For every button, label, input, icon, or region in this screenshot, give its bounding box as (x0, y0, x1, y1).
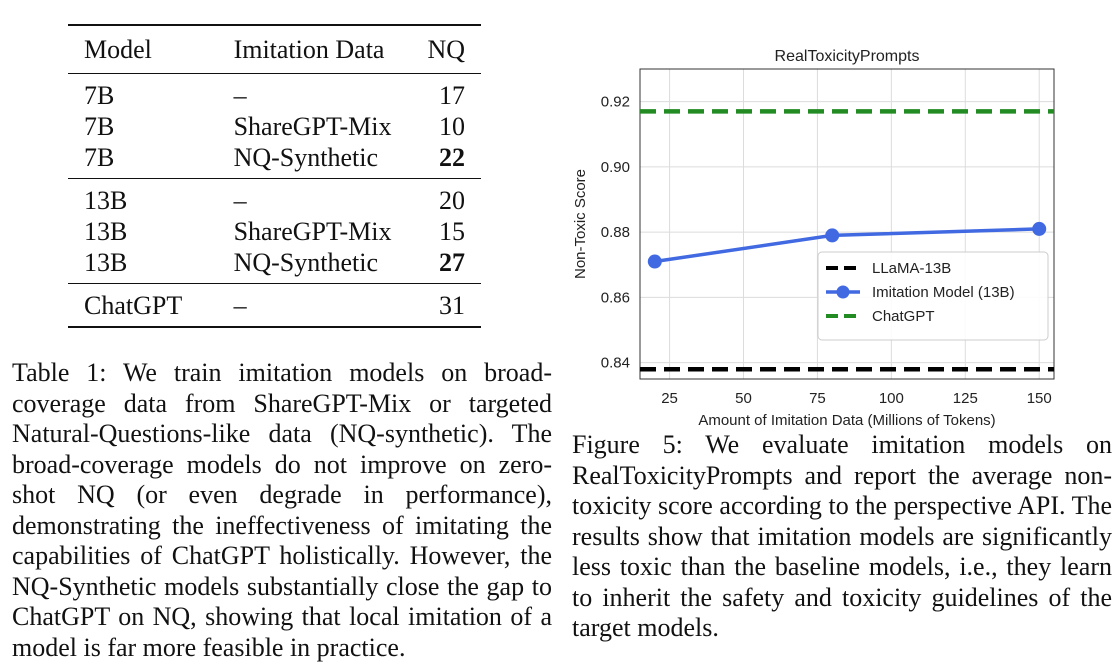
cell-nq: 17 (439, 81, 465, 110)
table-group: ChatGPT – 31 (68, 284, 481, 328)
x-axis-label: Amount of Imitation Data (Millions of To… (698, 412, 995, 429)
cell-nq: 15 (439, 217, 465, 246)
cell-nq: 10 (439, 112, 465, 141)
y-tick-label: 0.92 (601, 94, 630, 111)
legend-marker (836, 285, 850, 299)
legend-box (817, 251, 1049, 341)
cell-model: 13B (84, 248, 128, 277)
cell-imitation-data: – (233, 81, 247, 110)
cell-model: 7B (84, 112, 115, 141)
x-tick-label: 125 (953, 390, 978, 407)
table-row: 7B NQ-Synthetic 22 (68, 142, 481, 179)
cell-nq: 22 (439, 143, 465, 172)
legend-label: Imitation Model (13B) (872, 284, 1015, 301)
chart-svg: 25 50 75 100 125 150 0.84 0.86 0.88 0.90 0.92 RealT… (572, 48, 1055, 429)
y-tick-label: 0.84 (601, 355, 630, 372)
cell-model: 13B (84, 217, 128, 246)
figure-caption: Figure 5: We evaluate imitation models o… (572, 430, 1112, 642)
cell-model: 7B (84, 81, 115, 110)
y-tick-label: 0.86 (601, 289, 630, 306)
table-row: 13B ShareGPT-Mix 15 (68, 216, 481, 247)
header-model: Model (84, 35, 152, 64)
cell-imitation-data: NQ-Synthetic (233, 143, 378, 172)
table-caption: Table 1: We train imitation models on br… (12, 358, 552, 662)
x-tick-label: 75 (809, 390, 826, 407)
cell-imitation-data: – (233, 291, 247, 320)
cell-imitation-data: ShareGPT-Mix (233, 112, 392, 141)
cell-model: ChatGPT (84, 291, 183, 320)
legend-label: LLaMA-13B (872, 260, 951, 277)
results-table-container: Model Imitation Data NQ 7B – 17 7B ShareGPT-… (68, 24, 481, 328)
chart-title: RealToxicityPrompts (775, 48, 920, 65)
x-tick-label: 100 (879, 390, 904, 407)
table-row: 7B ShareGPT-Mix 10 (68, 111, 481, 142)
table-row: 7B – 17 (68, 74, 481, 112)
cell-imitation-data: ShareGPT-Mix (233, 217, 392, 246)
table-group: 13B – 20 13B ShareGPT-Mix 15 13B NQ-Synthetic 27 (68, 179, 481, 284)
cell-model: 13B (84, 186, 128, 215)
cell-model: 7B (84, 143, 115, 172)
data-point (825, 228, 840, 243)
data-point (647, 254, 662, 269)
table-row: 13B – 20 (68, 179, 481, 217)
legend-label: ChatGPT (872, 308, 935, 325)
y-tick-label: 0.90 (601, 159, 630, 176)
data-point (1032, 221, 1047, 236)
results-table: Model Imitation Data NQ 7B – 17 7B ShareGPT-… (68, 24, 481, 328)
cell-imitation-data: – (233, 186, 247, 215)
cell-nq: 27 (439, 248, 465, 277)
x-tick-label: 50 (735, 390, 752, 407)
cell-imitation-data: NQ-Synthetic (233, 248, 378, 277)
table-header-row: Model Imitation Data NQ (68, 25, 481, 74)
x-tick-label: 150 (1027, 390, 1052, 407)
plot-frame (639, 68, 1055, 380)
table-row: 13B NQ-Synthetic 27 (68, 247, 481, 284)
toxicity-chart: 25 50 75 100 125 150 0.84 0.86 0.88 0.90 0.92 RealT… (566, 40, 1120, 432)
cell-nq: 20 (439, 186, 465, 215)
x-tick-label: 25 (661, 390, 678, 407)
table-row: ChatGPT – 31 (68, 284, 481, 328)
table-group: 7B – 17 7B ShareGPT-Mix 10 7B NQ-Synthetic 22 (68, 74, 481, 179)
header-nq: NQ (427, 35, 465, 64)
cell-nq: 31 (439, 291, 465, 320)
y-axis-label: Non-Toxic Score (572, 169, 589, 279)
y-tick-label: 0.88 (601, 224, 630, 241)
header-imitation-data: Imitation Data (233, 35, 385, 64)
